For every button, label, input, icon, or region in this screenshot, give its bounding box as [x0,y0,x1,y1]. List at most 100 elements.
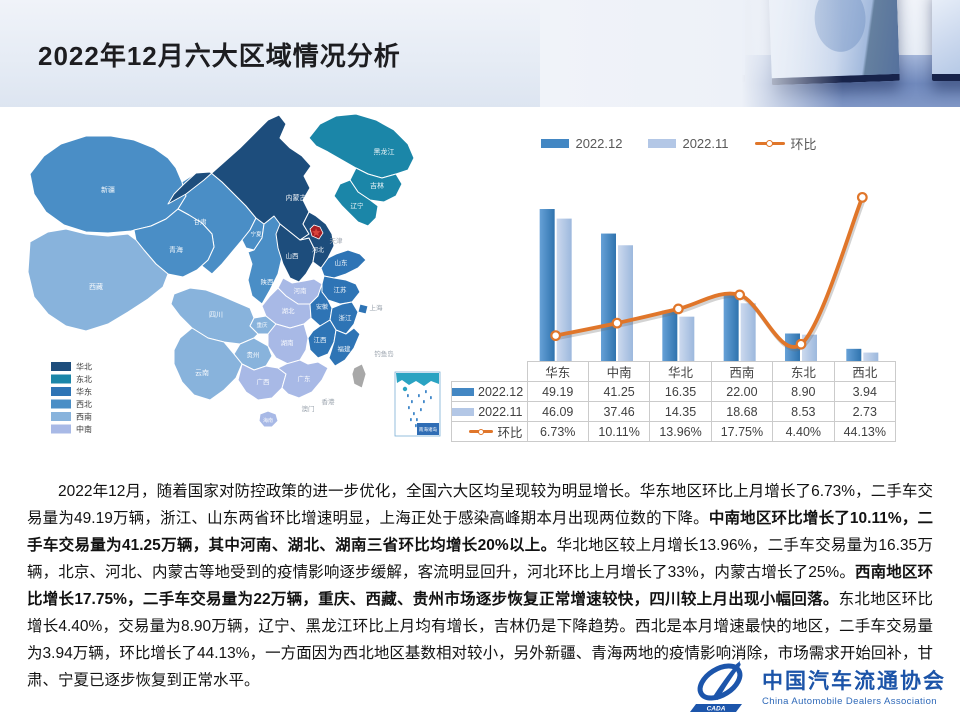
table-header-华东: 华东 [526,361,589,382]
province-label-河南: 河南 [294,286,308,295]
header-fade [540,0,960,107]
map-legend-swatch-华北 [51,362,71,371]
province-label-江西: 江西 [314,336,328,344]
row-label: 环比 [497,426,523,440]
province-label-山东: 山东 [335,258,349,267]
bar-2022-12-西南 [723,293,739,361]
bar-2022-12-华东 [539,209,555,361]
paragraph-segment: 东北地区环比增长4.40%，交易量为8.90万辆，辽宁、黑龙江环比上月均有增长，… [27,590,933,689]
table-header-华北: 华北 [649,361,712,382]
province-label-云南: 云南 [195,368,209,377]
map-legend-swatch-西北 [51,399,71,409]
province-label-浙江: 浙江 [339,313,353,322]
province-label-四川: 四川 [209,311,223,319]
province-label-江苏: 江苏 [334,285,348,294]
map-province-广东 [277,359,329,399]
map-legend-swatch-华东 [51,387,71,396]
bar-2022-11-中南 [617,245,633,361]
province-label-海南: 海南 [263,417,273,424]
chart-data-table: 华东 中南 华北 西南 东北 西北 2022.12 49.19 41.25 16.35 22.00 8… [451,361,897,442]
bar-2022-12-西北 [846,348,862,361]
region-chart-panel: 2022.12 2022.11 环比 华东 中南 华北 西南 东北 西北 2022.12 49… [450,132,908,442]
gray-label-上海: 上海 [370,303,384,312]
south-china-sea-inset: 南海诸岛 [394,371,441,437]
table-row: 2022.12 49.19 41.25 16.35 22.00 8.90 3.94 [451,381,897,402]
row-swatch [452,407,475,416]
map-legend-label-中南: 中南 [76,424,92,434]
line-marker-西北 [856,191,868,203]
province-label-内蒙古: 内蒙古 [286,193,307,202]
province-label-福建: 福建 [338,344,352,353]
province-label-吉林: 吉林 [370,181,384,190]
map-province-河北 [299,211,335,269]
inset-label: 南海诸岛 [419,426,438,433]
map-legend-label-西南: 西南 [76,412,92,422]
province-label-重庆: 重庆 [256,321,268,329]
table-cell: 41.25 [587,381,651,402]
table-cell: 49.19 [526,381,589,402]
bar-2022-11-西北 [863,352,879,361]
table-cell: 18.68 [710,401,774,422]
paragraph-segment: 西南地区环比增长17.75%，二手车交易量为22万辆，重庆、西藏、贵州市场逐步恢… [27,563,933,608]
legend-label: 2022.11 [682,135,729,151]
map-legend-swatch-中南 [51,424,71,434]
province-label-广西: 广西 [257,377,271,386]
legend-label: 2022.12 [575,135,623,151]
map-province-辽宁 [333,179,379,227]
table-header-东北: 东北 [772,361,835,382]
header-cubes-art [540,0,960,107]
line-marker-中南 [611,317,623,329]
table-cell: 10.11% [587,421,651,442]
table-corner-cell [452,362,528,382]
china-region-map: 新疆 甘肃 青海 宁夏 陕西 西藏 四川 重庆 贵州 云南 河南 湖北 湖南 广西 广东 海南 山东 江苏 安徽 浙江… [16,112,448,456]
bar-2022-12-华北 [662,310,678,361]
line-marker-华北 [672,303,684,315]
logo-chinese-name: 中国汽车流通协会 [762,670,946,693]
table-row: 2022.11 46.09 37.46 14.35 18.68 8.53 2.73 [451,401,897,422]
bar-2022-11-华北 [679,316,695,361]
line-marker-华东 [550,330,562,342]
province-label-宁夏: 宁夏 [250,230,262,238]
table-row-label-cell: 环比 [451,421,528,442]
table-cell: 8.90 [772,381,835,402]
line-marker-西南 [734,289,746,301]
legend-swatch-bar-light [648,138,677,148]
line-marker-东北 [795,338,807,350]
legend-item-2022-11: 2022.11 [648,135,729,151]
table-cell: 17.75% [710,421,774,442]
legend-item-huanbi: 环比 [754,134,817,153]
province-label-河北: 河北 [312,246,324,254]
table-cell: 2.73 [833,401,897,422]
cada-logo: CADA 中国汽车流通协会 China Automobile Dealers A… [690,658,946,714]
province-label-西藏: 西藏 [89,282,103,291]
row-swatch [469,427,494,436]
table-cell: 14.35 [649,401,712,422]
province-label-湖北: 湖北 [282,306,296,315]
legend-swatch-bar-dark [541,138,570,148]
table-cell: 6.73% [526,421,589,442]
logo-english-name: China Automobile Dealers Association [762,696,937,707]
table-header-中南: 中南 [587,361,651,382]
map-legend-swatch-东北 [51,374,71,384]
page-title: 2022年12月六大区域情况分析 [38,41,401,71]
map-taiwan [351,363,367,389]
cada-logo-icon: CADA [690,661,743,713]
province-label-安徽: 安徽 [316,303,328,311]
table-row: 环比 6.73% 10.11% 13.96% 17.75% 4.40% 44.13% [451,421,897,442]
map-province-新疆 [29,135,187,234]
province-label-辽宁: 辽宁 [351,201,365,210]
paragraph-segment: 2022年12月，随着国家对防控政策的进一步优化，全国六大区均呈现较为明显增长。… [27,482,933,527]
paragraph-segment: 中南地区环比增长了10.11%，二手车交易量为41.25万辆，其中河南、湖北、湖… [27,509,933,554]
province-label-山西: 山西 [286,251,300,260]
slide-header: 2022年12月六大区域情况分析 [0,0,960,107]
map-province-海南 [258,410,279,428]
table-cell: 3.94 [833,381,897,402]
map-province-黑龙江 [308,113,415,179]
table-cell: 44.13% [833,421,897,442]
province-label-新疆: 新疆 [101,185,115,194]
map-province-江西 [307,319,337,359]
table-cell: 16.35 [649,381,712,402]
province-label-贵州: 贵州 [247,350,260,359]
